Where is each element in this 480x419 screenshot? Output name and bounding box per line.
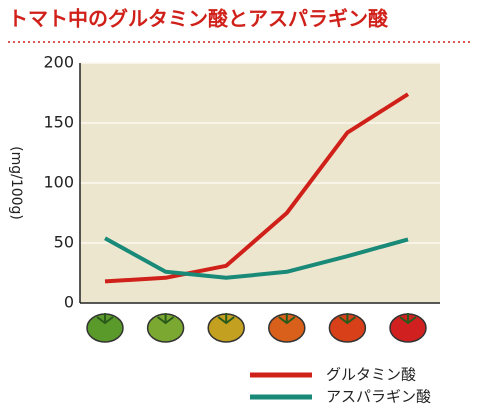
tomato-stem xyxy=(217,313,235,325)
y-tick-label: 200 xyxy=(43,53,74,72)
tomato-stem xyxy=(399,313,417,325)
series-line xyxy=(104,92,410,284)
series-line xyxy=(104,236,409,280)
y-tick-label: 0 xyxy=(64,293,74,312)
tomato-stem xyxy=(96,313,114,325)
legend-label: アスパラギン酸 xyxy=(326,388,431,406)
y-tick-label: 50 xyxy=(54,233,74,252)
y-tick-label: 100 xyxy=(43,173,74,192)
chart-title: トマト中のグルタミン酸とアスパラギン酸 xyxy=(8,7,389,31)
y-axis-label: (mg/100g) xyxy=(8,146,24,220)
tomato-stem xyxy=(338,313,356,325)
tomato-stem xyxy=(278,313,296,325)
tomato-stem xyxy=(157,313,175,325)
y-tick-label: 150 xyxy=(43,113,74,132)
legend-label: グルタミン酸 xyxy=(326,366,416,384)
